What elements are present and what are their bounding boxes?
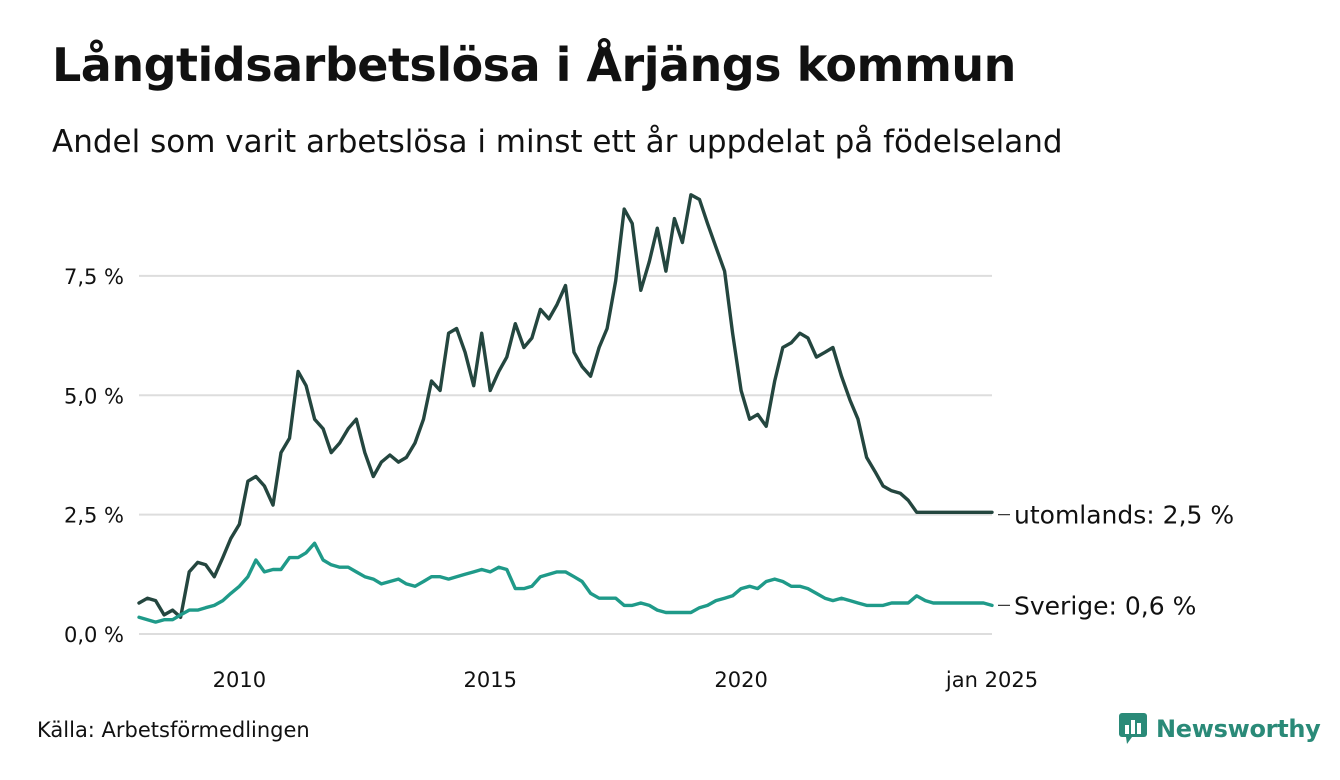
y-axis: 0,0 % 2,5 % 5,0 % 7,5 %	[64, 265, 124, 647]
x-tick-label: 2010	[213, 668, 266, 692]
x-axis: 2010 2015 2020 jan 2025	[213, 668, 1038, 692]
y-tick-label: 5,0 %	[64, 384, 124, 408]
newsworthy-logo-icon	[1119, 713, 1147, 744]
end-label-utomlands: utomlands: 2,5 %	[1014, 501, 1234, 530]
chart-title: Långtidsarbetslösa i Årjängs kommun	[52, 38, 1016, 92]
newsworthy-logo[interactable]: Newsworthy	[1118, 712, 1321, 746]
end-label-sverige: Sverige: 0,6 %	[1014, 591, 1196, 620]
gridlines	[139, 274, 992, 635]
x-tick-label: 2015	[464, 668, 517, 692]
series-line-utomlands	[137, 193, 994, 619]
end-labels: utomlands: 2,5 % Sverige: 0,6 %	[998, 501, 1234, 620]
x-tick-label: jan 2025	[945, 668, 1038, 692]
y-tick-label: 7,5 %	[64, 265, 124, 289]
series-line-sverige	[137, 541, 994, 624]
brand-name: Newsworthy	[1156, 715, 1321, 743]
series-lines	[137, 193, 994, 624]
chart-subtitle: Andel som varit arbetslösa i minst ett å…	[52, 124, 1063, 160]
source-note: Källa: Arbetsförmedlingen	[37, 718, 310, 742]
x-tick-label: 2020	[714, 668, 767, 692]
y-tick-label: 2,5 %	[64, 504, 124, 528]
y-tick-label: 0,0 %	[64, 623, 124, 647]
